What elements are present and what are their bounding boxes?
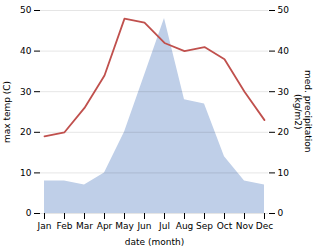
svg-text:Feb: Feb (57, 221, 73, 231)
svg-text:Nov: Nov (236, 221, 254, 231)
svg-text:40: 40 (278, 46, 290, 56)
svg-text:Sep: Sep (196, 221, 213, 231)
svg-text:20: 20 (20, 127, 32, 137)
svg-text:Mar: Mar (76, 221, 93, 231)
svg-text:10: 10 (20, 168, 32, 178)
svg-text:20: 20 (278, 127, 290, 137)
svg-text:date (month): date (month) (125, 237, 184, 247)
svg-text:0: 0 (26, 208, 32, 218)
svg-text:max temp (C): max temp (C) (2, 81, 12, 143)
svg-text:40: 40 (20, 46, 32, 56)
svg-text:10: 10 (278, 168, 290, 178)
svg-text:Oct: Oct (217, 221, 233, 231)
svg-text:30: 30 (278, 87, 290, 97)
svg-text:50: 50 (20, 5, 32, 15)
svg-text:Aug: Aug (176, 221, 194, 231)
svg-text:Jul: Jul (158, 221, 170, 231)
svg-text:30: 30 (20, 87, 32, 97)
svg-text:Jun: Jun (136, 221, 151, 231)
svg-text:0: 0 (278, 208, 284, 218)
svg-text:May: May (115, 221, 134, 231)
svg-text:50: 50 (278, 5, 290, 15)
svg-text:Dec: Dec (256, 221, 273, 231)
svg-text:Jan: Jan (37, 221, 52, 231)
svg-text:Apr: Apr (97, 221, 113, 231)
html-text:med. precipitation (kg/m2): med. precipitation (kg/m2) (293, 70, 314, 153)
